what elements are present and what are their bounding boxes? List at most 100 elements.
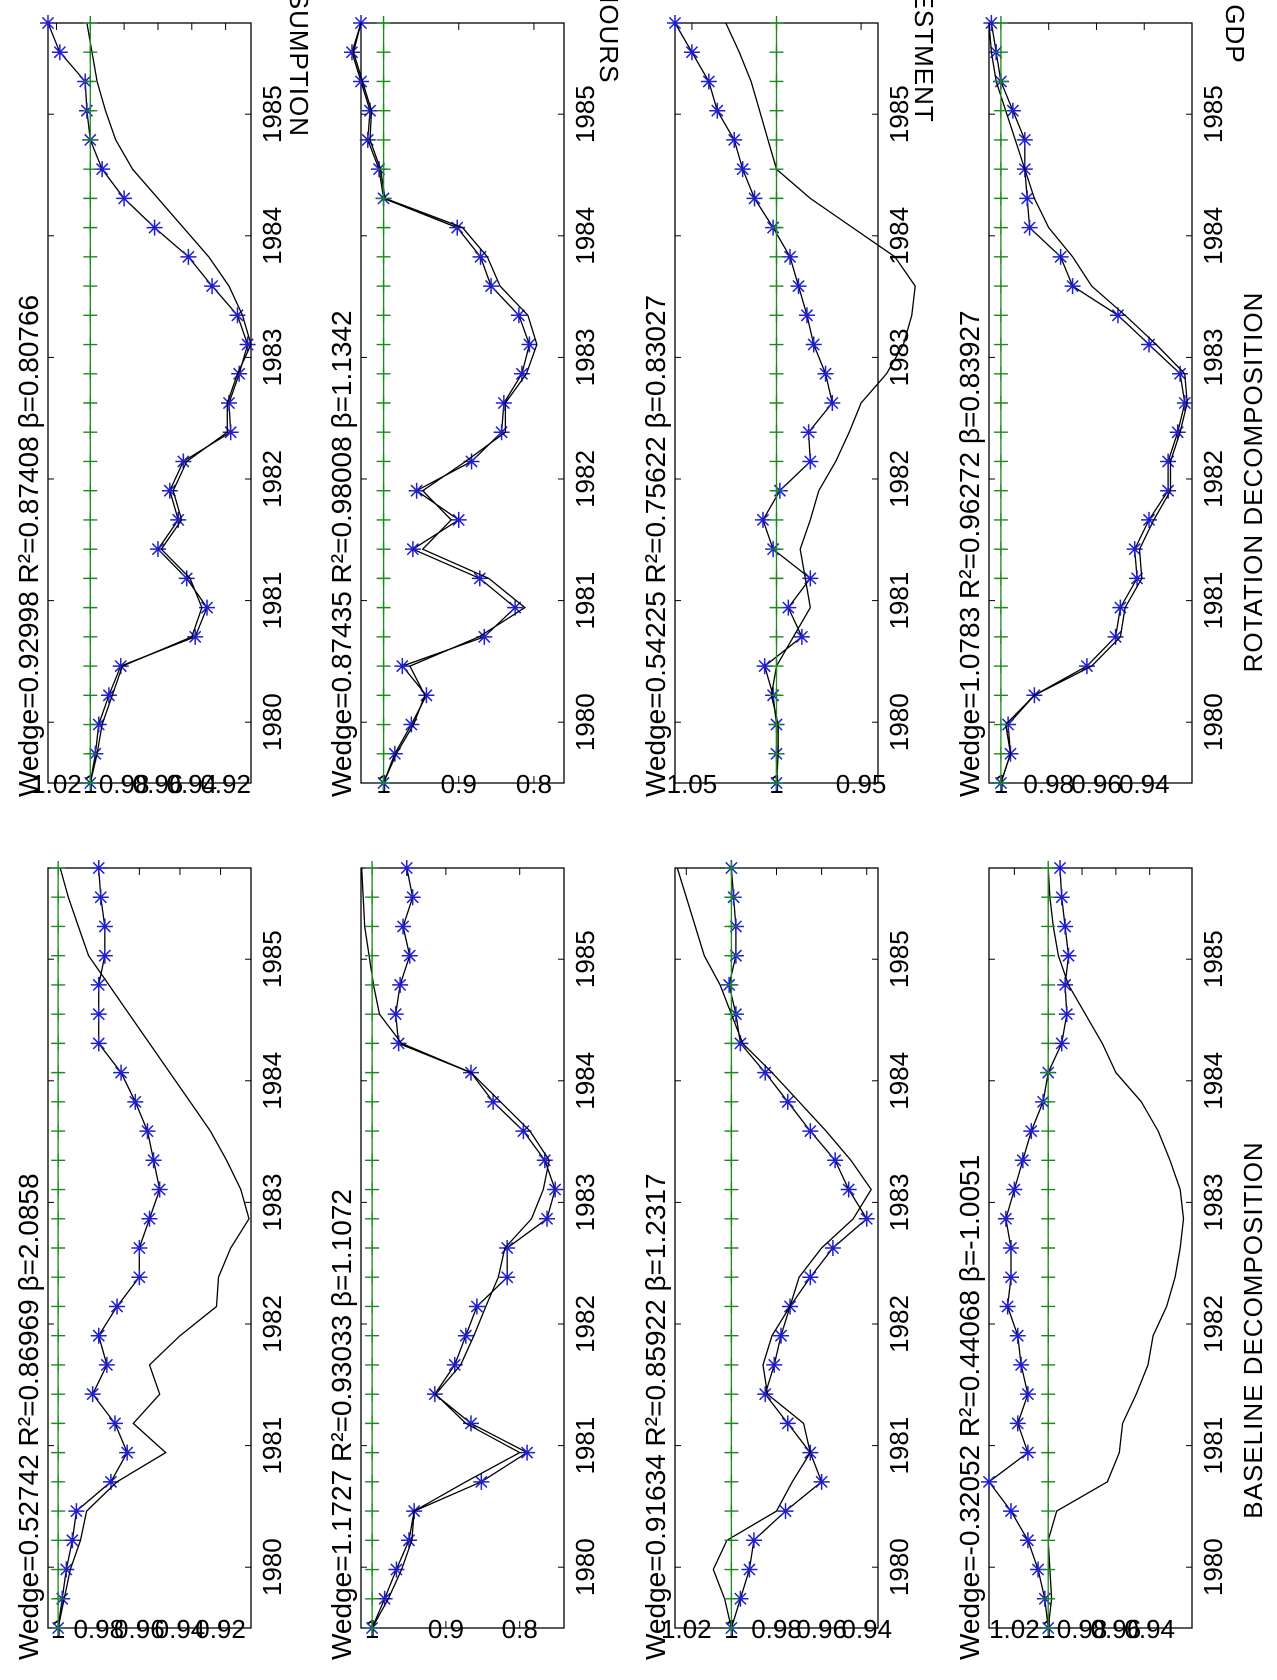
y-tick-label: 0.9 [428, 1614, 464, 1644]
point-plus-marker [51, 1270, 65, 1284]
point-plus-marker [770, 221, 784, 235]
point-plus-marker [994, 484, 1008, 498]
x-tick-label: 1980 [570, 693, 600, 751]
y-tick-label: 0.92 [195, 1614, 246, 1644]
point-plus-marker [724, 1387, 738, 1401]
point-plus-marker [365, 861, 379, 875]
point-plus-marker [770, 308, 784, 322]
point-plus-marker [770, 425, 784, 439]
point-star-marker [741, 1562, 757, 1578]
point-plus-marker [51, 978, 65, 992]
point-star-marker [1003, 1269, 1019, 1285]
x-tick-label: 1983 [570, 328, 600, 386]
point-plus-marker [51, 949, 65, 963]
point-plus-marker [83, 454, 97, 468]
point-star-marker [757, 1386, 773, 1402]
point-plus-marker [51, 1504, 65, 1518]
y-tick-label: 0.96 [796, 1614, 847, 1644]
point-star-marker [187, 629, 203, 645]
x-tick-label: 1985 [570, 930, 600, 988]
point-plus-marker [994, 104, 1008, 118]
x-tick-label: 1983 [257, 328, 287, 386]
point-star-marker [91, 1006, 107, 1022]
point-plus-marker [770, 74, 784, 88]
point-star-marker [1020, 1445, 1036, 1461]
point-plus-marker [377, 221, 391, 235]
point-plus-marker [994, 191, 1008, 205]
series-line-model [991, 23, 1184, 783]
x-tick-label: 1983 [1198, 1173, 1228, 1231]
point-plus-marker [770, 367, 784, 381]
point-star-marker [402, 948, 418, 964]
point-plus-marker [365, 1358, 379, 1372]
x-tick-label: 1981 [884, 1417, 914, 1475]
point-plus-marker [994, 279, 1008, 293]
point-plus-marker [994, 221, 1008, 235]
point-plus-marker [365, 1124, 379, 1138]
x-tick-label: 1980 [884, 693, 914, 751]
x-tick-label: 1981 [570, 1417, 600, 1475]
point-star-marker [394, 658, 410, 674]
point-star-marker [91, 860, 107, 876]
ylabel-investment: INVESTMENT [909, 0, 939, 123]
annotation-rotation-hours: Wedge=0.54225 R²=0.75622 β=0.83027 [640, 295, 671, 797]
y-tick-label: 0.98 [751, 1614, 802, 1644]
point-plus-marker [994, 308, 1008, 322]
point-star-marker [998, 1211, 1014, 1227]
point-plus-marker [770, 454, 784, 468]
series-line-model [675, 23, 832, 783]
point-star-marker [127, 1094, 143, 1110]
series-line-data [677, 868, 871, 1628]
plot-frame [361, 23, 564, 783]
point-star-marker [726, 132, 742, 148]
point-star-marker [119, 1445, 135, 1461]
point-plus-marker [770, 279, 784, 293]
y-tick-label: 0.98 [1023, 769, 1074, 799]
point-plus-marker [83, 630, 97, 644]
x-tick-label: 1985 [570, 85, 600, 143]
point-star-marker [150, 541, 166, 557]
point-star-marker [780, 1415, 796, 1431]
point-plus-marker [770, 45, 784, 59]
point-star-marker [782, 249, 798, 265]
point-star-marker [684, 44, 700, 60]
point-plus-marker [83, 571, 97, 585]
x-tick-label: 1984 [257, 207, 287, 265]
point-plus-marker [724, 1358, 738, 1372]
point-plus-marker [1041, 949, 1055, 963]
x-tick-label: 1985 [257, 85, 287, 143]
point-plus-marker [770, 601, 784, 615]
point-star-marker [469, 1298, 485, 1314]
point-plus-marker [1041, 978, 1055, 992]
point-plus-marker [1041, 1124, 1055, 1138]
x-tick-label: 1985 [884, 930, 914, 988]
x-tick-label: 1982 [1198, 450, 1228, 508]
point-star-marker [755, 512, 771, 528]
point-plus-marker [51, 1358, 65, 1372]
point-plus-marker [724, 1329, 738, 1343]
point-plus-marker [83, 308, 97, 322]
point-plus-marker [365, 978, 379, 992]
point-star-marker [93, 889, 109, 905]
point-plus-marker [365, 1212, 379, 1226]
ylabel-hours: HOURS [594, 0, 624, 83]
panel-baseline-hours: 1980198119821983198419851.02 1 0.980.960.9… [661, 860, 914, 1644]
point-plus-marker [51, 1241, 65, 1255]
point-plus-marker [83, 542, 97, 556]
point-star-marker [1020, 1532, 1036, 1548]
point-plus-marker [994, 513, 1008, 527]
point-plus-marker [724, 1124, 738, 1138]
x-tick-label: 1980 [884, 1538, 914, 1596]
y-tick-label: 0.94 [1119, 769, 1170, 799]
point-plus-marker [83, 104, 97, 118]
point-plus-marker [377, 250, 391, 264]
point-plus-marker [1041, 1241, 1055, 1255]
point-plus-marker [724, 1446, 738, 1460]
point-star-marker [1006, 1182, 1022, 1198]
point-star-marker [146, 1152, 162, 1168]
point-star-marker [360, 132, 376, 148]
point-plus-marker [770, 513, 784, 527]
point-plus-marker [724, 1475, 738, 1489]
point-plus-marker [83, 338, 97, 352]
point-star-marker [1129, 570, 1145, 586]
